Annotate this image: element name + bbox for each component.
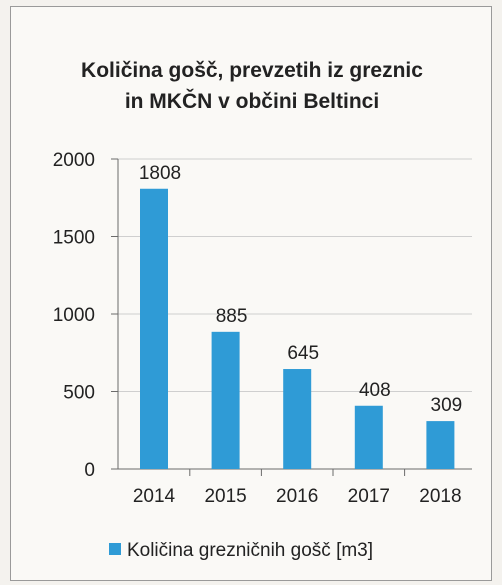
chart-title-line-1: Količina gošč, prevzetih iz greznic	[81, 59, 423, 82]
y-tick-label: 2000	[53, 150, 95, 171]
bar-2016	[283, 369, 312, 469]
data-label-2015: 885	[216, 306, 248, 327]
bar-2015	[211, 331, 240, 469]
x-tick-label-2016: 2016	[276, 486, 318, 507]
data-label-2014: 1808	[139, 163, 181, 184]
y-tick-label: 500	[63, 383, 95, 404]
legend-swatch	[108, 543, 121, 555]
x-tick-label-2017: 2017	[348, 486, 390, 507]
chart-legend: Količina grezničnih gošč [m3]	[0, 540, 482, 562]
chart-title-line-2: in MKČN v občini Beltinci	[124, 90, 380, 113]
bar-2017	[354, 405, 383, 469]
data-label-2017: 408	[359, 380, 391, 401]
data-label-2016: 645	[287, 343, 319, 364]
bar-2014	[140, 188, 168, 469]
data-label-2018: 309	[431, 395, 463, 416]
y-tick-label: 1000	[53, 305, 95, 326]
y-tick-label: 0	[84, 460, 95, 481]
y-tick-label: 1500	[53, 228, 95, 249]
bar-2018	[426, 421, 455, 469]
x-tick-label-2015: 2015	[204, 486, 246, 507]
legend-label: Količina grezničnih gošč [m3]	[126, 540, 374, 561]
x-tick-label-2018: 2018	[419, 486, 461, 507]
x-tick-label-2014: 2014	[133, 486, 176, 507]
chart-frame: Količina gošč, prevzetih iz greznic in M…	[10, 6, 492, 581]
